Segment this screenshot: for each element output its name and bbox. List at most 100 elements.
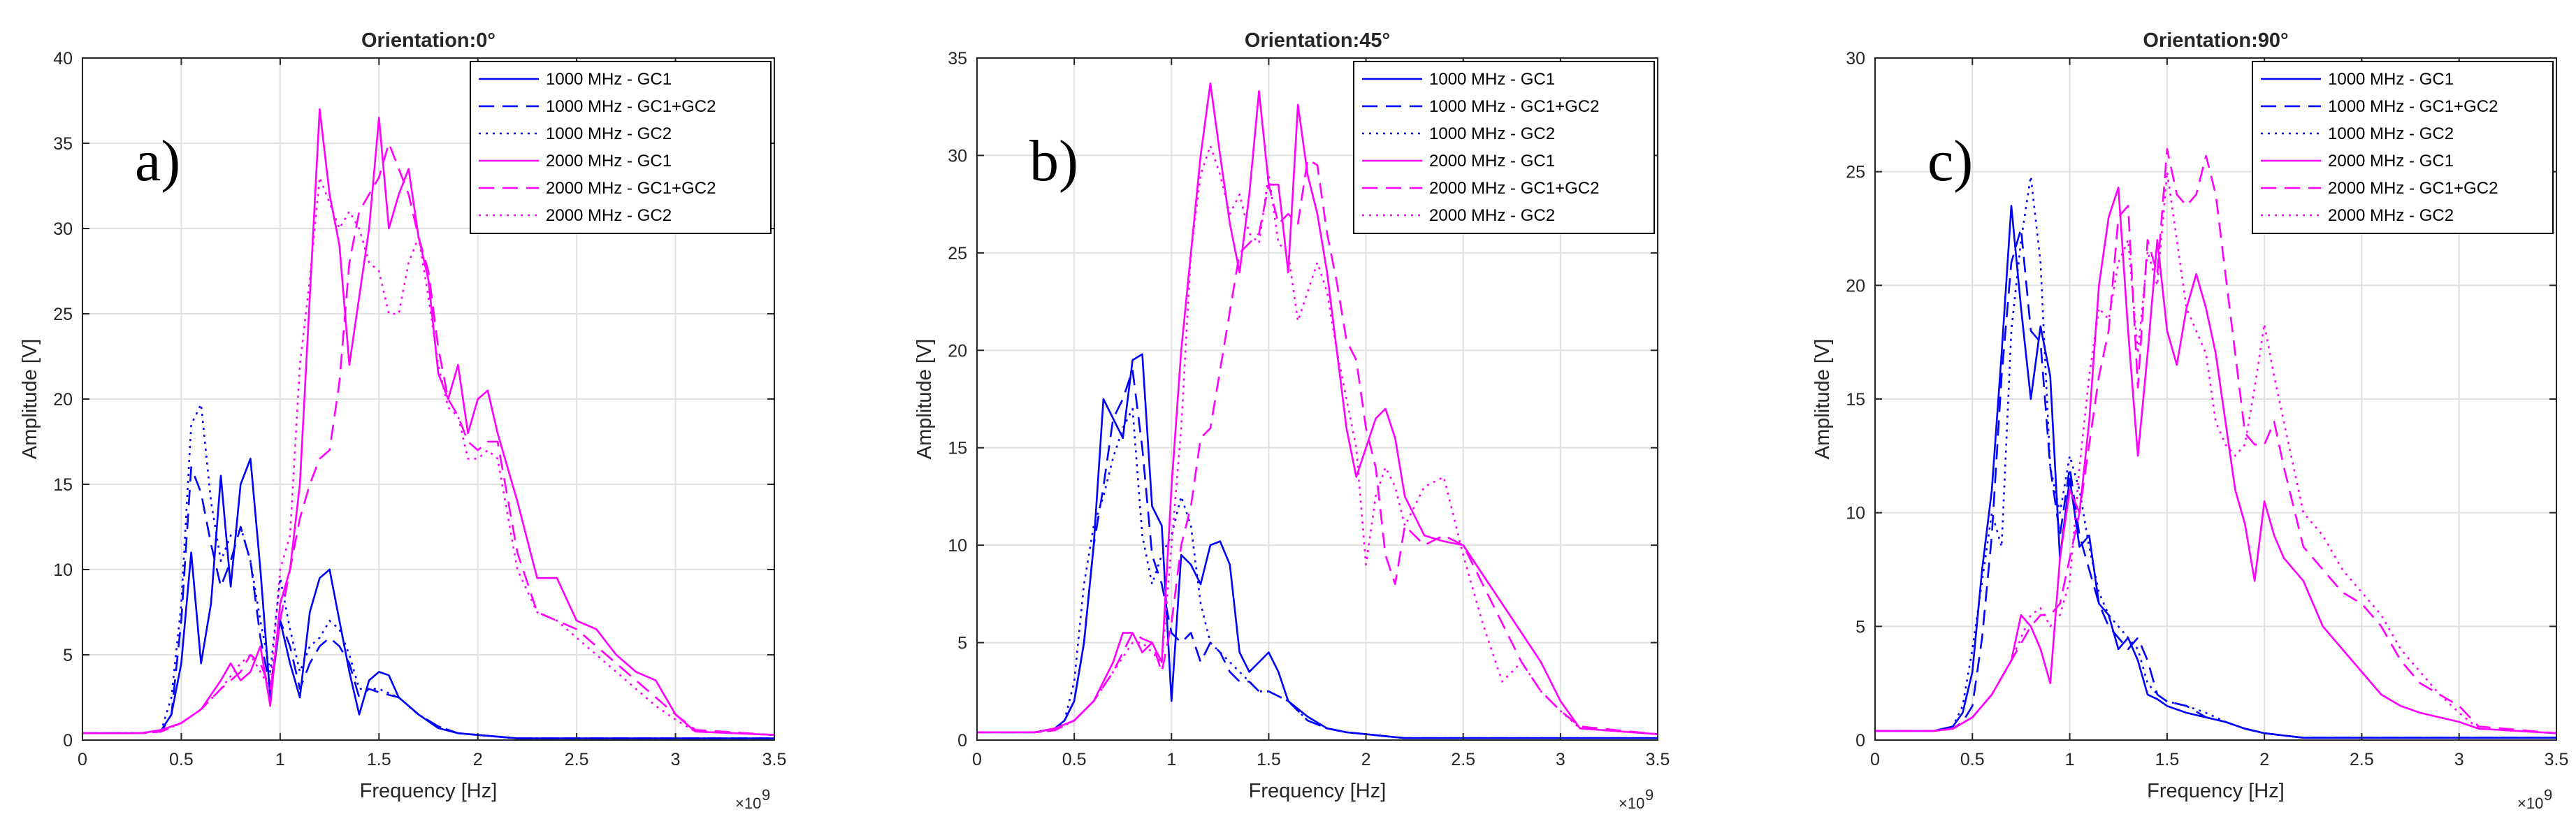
y-tick-label: 30	[948, 146, 967, 166]
x-axis-label: Frequency [Hz]	[360, 780, 498, 802]
y-tick-label: 15	[1846, 390, 1865, 410]
series-line-5	[977, 158, 1658, 735]
y-tick-label: 10	[948, 536, 967, 556]
x-tick-label: 1.5	[2155, 750, 2179, 769]
x-tick-label: 2.5	[565, 750, 589, 769]
series-line-2	[1875, 227, 2556, 739]
y-tick-label: 10	[1846, 504, 1865, 523]
y-tick-label: 35	[948, 49, 967, 68]
series-line-4	[82, 108, 775, 736]
x-tick-label: 2.5	[2350, 750, 2374, 769]
legend-label: 2000 MHz - GC1	[546, 152, 672, 171]
x-tick-label: 1	[1166, 750, 1176, 769]
series-line-2	[82, 466, 774, 739]
y-tick-label: 40	[53, 49, 73, 68]
x-tick-label: 1.5	[367, 750, 391, 769]
x-exponent-power: 9	[762, 786, 770, 804]
series-line-3	[1875, 175, 2556, 739]
series-line-4	[977, 82, 1658, 735]
series-line-5	[1875, 147, 2557, 734]
y-tick-label: 5	[1855, 617, 1865, 637]
legend-box	[2252, 61, 2554, 234]
chart-panel-3: 0 0.5 1 1.5 2 2.5 3 3.5 0 5 10 15 20 25 30 Orientation:…	[1811, 29, 2568, 812]
legend-label: 2000 MHz - GC1	[2328, 152, 2454, 171]
panel-letter: b)	[1029, 129, 1078, 194]
x-tick-label: 3.5	[1646, 750, 1670, 769]
y-tick-label: 10	[53, 560, 73, 580]
panel-letter: c)	[1927, 129, 1973, 194]
x-exponent-label: ×10	[735, 795, 761, 812]
y-tick-label: 25	[1846, 163, 1865, 182]
x-tick-label: 0.5	[1062, 750, 1087, 769]
legend-box	[470, 61, 772, 234]
legend: 1000 MHz - GC1 1000 MHz - GC1+GC2 1000 MHz…	[1353, 61, 1655, 234]
legend-label: 1000 MHz - GC1	[1429, 70, 1555, 89]
x-tick-label: 2	[473, 750, 483, 769]
y-tick-label: 25	[948, 244, 967, 263]
legend-label: 1000 MHz - GC1	[2328, 70, 2454, 89]
y-tick-label: 20	[53, 390, 73, 410]
x-exponent-label: ×10	[1619, 795, 1644, 812]
x-tick-label: 0	[78, 750, 87, 769]
y-tick-label: 15	[948, 439, 967, 458]
series-line-3	[977, 407, 1658, 739]
axes-box	[976, 57, 1658, 741]
y-axis-label: Amplitude [V]	[913, 339, 936, 459]
legend: 1000 MHz - GC1 1000 MHz - GC1+GC2 1000 MHz…	[2252, 61, 2554, 234]
series-group	[82, 108, 775, 739]
x-tick-label: 0	[972, 750, 982, 769]
y-tick-label: 20	[1846, 276, 1865, 296]
x-tick-label: 3	[671, 750, 681, 769]
y-tick-label: 20	[948, 341, 967, 361]
series-line-6	[82, 176, 775, 736]
legend-label: 2000 MHz - GC1+GC2	[546, 179, 716, 198]
x-tick-label: 2	[2259, 750, 2269, 769]
x-tick-label: 1	[275, 750, 285, 769]
panel-letter: a)	[135, 129, 180, 194]
x-tick-label: 2	[1361, 750, 1371, 769]
series-line-2	[977, 368, 1658, 739]
legend-label: 2000 MHz - GC2	[546, 206, 672, 225]
x-axis-label: Frequency [Hz]	[1249, 780, 1387, 802]
x-tick-label: 1	[2065, 750, 2075, 769]
y-tick-label: 35	[53, 134, 73, 154]
x-tick-label: 0.5	[169, 750, 194, 769]
y-tick-label: 0	[1855, 731, 1865, 751]
legend-label: 1000 MHz - GC2	[1429, 124, 1555, 143]
series-group	[1875, 147, 2557, 739]
y-axis-label: Amplitude [V]	[1811, 339, 1834, 459]
x-exponent-label: ×10	[2517, 795, 2543, 812]
y-tick-label: 0	[957, 731, 967, 751]
legend-label: 2000 MHz - GC1+GC2	[1429, 179, 1599, 198]
series-group	[977, 82, 1658, 739]
legend-label: 2000 MHz - GC1	[1429, 152, 1555, 171]
y-tick-label: 30	[53, 219, 73, 239]
legend-box	[1353, 61, 1655, 234]
x-tick-label: 0.5	[1960, 750, 1985, 769]
y-tick-label: 15	[53, 475, 73, 495]
legend-label: 1000 MHz - GC1+GC2	[2328, 97, 2498, 116]
legend-label: 1000 MHz - GC1+GC2	[1429, 97, 1599, 116]
legend-label: 1000 MHz - GC2	[2328, 124, 2454, 143]
legend-label: 1000 MHz - GC1+GC2	[546, 97, 716, 116]
y-tick-label: 30	[1846, 49, 1865, 68]
x-exponent-power: 9	[2544, 786, 2552, 804]
x-tick-label: 1.5	[1257, 750, 1281, 769]
chart-panel-1: 0 0.5 1 1.5 2 2.5 3 3.5 0 5 10 15 20 25 30 35 40 Orientat…	[19, 29, 786, 812]
legend-label: 1000 MHz - GC1	[546, 70, 672, 89]
legend-label: 2000 MHz - GC2	[2328, 206, 2454, 225]
x-tick-label: 3	[1556, 750, 1565, 769]
y-tick-label: 5	[63, 646, 73, 665]
x-tick-label: 3.5	[762, 750, 787, 769]
x-tick-label: 2.5	[1451, 750, 1475, 769]
legend-label: 1000 MHz - GC2	[546, 124, 672, 143]
x-tick-label: 0	[1870, 750, 1880, 769]
y-tick-label: 25	[53, 305, 73, 324]
x-tick-label: 3	[2454, 750, 2464, 769]
series-line-5	[82, 142, 775, 736]
legend-label: 2000 MHz - GC1+GC2	[2328, 179, 2498, 198]
series-line-6	[977, 145, 1658, 735]
series-line-4	[1875, 187, 2557, 734]
series-line-1	[82, 458, 774, 739]
